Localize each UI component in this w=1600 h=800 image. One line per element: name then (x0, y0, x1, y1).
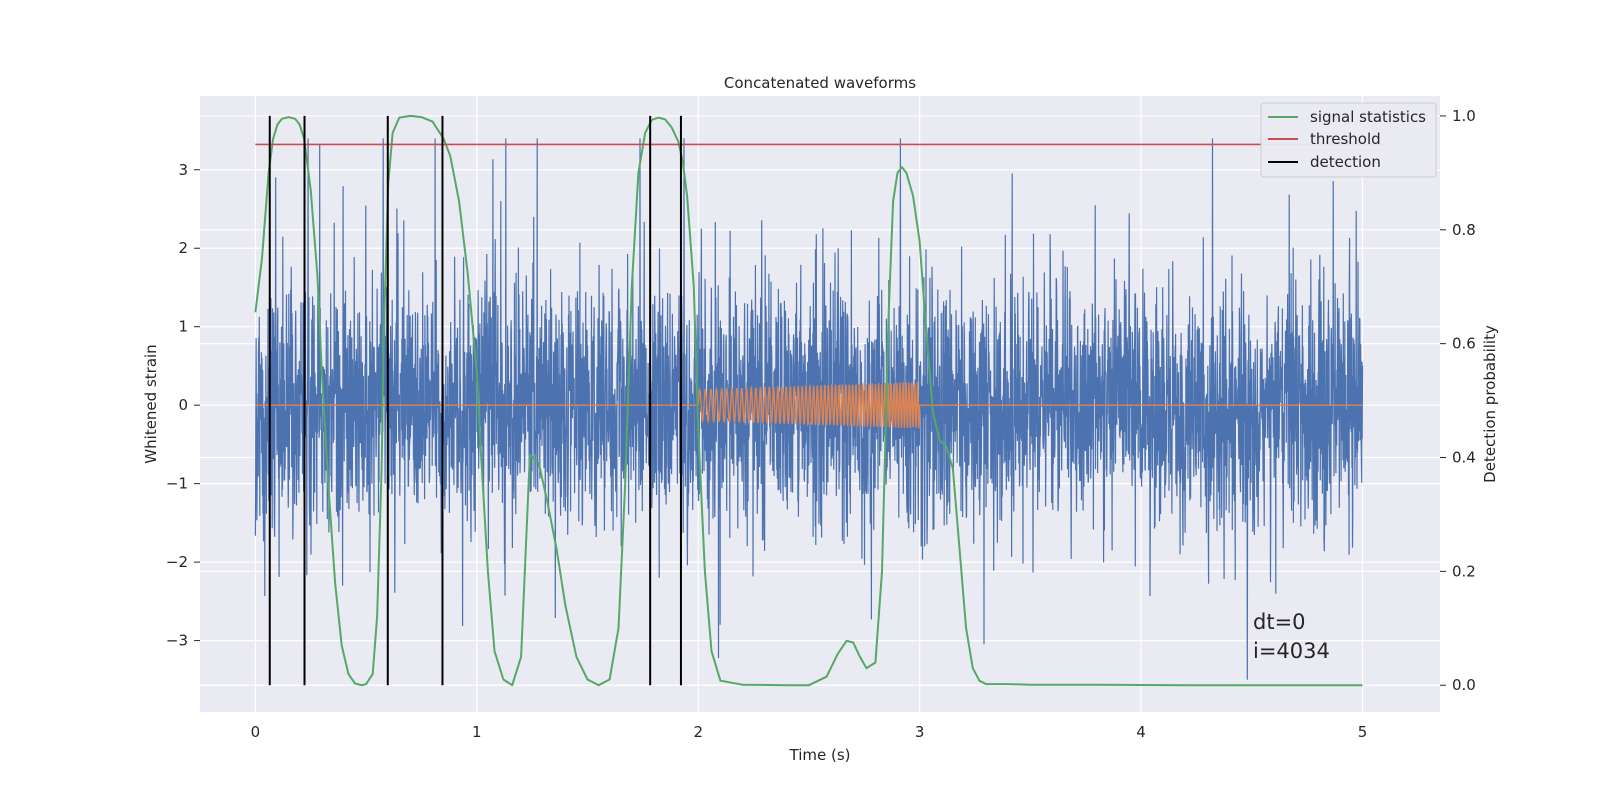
y2-tick-label: 0.6 (1452, 335, 1476, 353)
y-tick-label: 3 (178, 161, 188, 179)
y-tick-label: −1 (166, 475, 188, 493)
y-tick-label: −3 (166, 632, 188, 650)
legend-label-signal-statistics: signal statistics (1310, 108, 1426, 126)
annotation-i: i=4034 (1253, 639, 1330, 663)
y-tick-label: 1 (178, 318, 188, 336)
x-tick-label: 5 (1358, 723, 1368, 741)
x-tick-label: 2 (693, 723, 703, 741)
legend: signal statistics threshold detection (1260, 102, 1437, 178)
x-tick-label: 4 (1136, 723, 1146, 741)
y2-tick-label: 0.0 (1452, 676, 1476, 694)
annotation-dt: dt=0 (1253, 610, 1306, 634)
axis-ticks: 0 1 2 3 4 5 −3 −2 −1 0 1 2 3 0.0 0.2 0.4 0.6 0.8 1.0 (166, 107, 1476, 741)
x-tick-label: 1 (472, 723, 482, 741)
y2-tick-label: 0.2 (1452, 562, 1476, 580)
strain-line (254, 138, 1364, 680)
legend-label-threshold: threshold (1310, 130, 1381, 148)
y2-tick-label: 1.0 (1452, 107, 1476, 125)
signal-statistics-line (254, 114, 1363, 687)
y2-tick-label: 0.4 (1452, 449, 1476, 467)
injected-waveform-series (255, 381, 1363, 429)
y-tick-label: 2 (178, 239, 188, 257)
y-tick-label: −2 (166, 553, 188, 571)
y-axis-label: Whitened strain (142, 344, 160, 463)
x-tick-label: 3 (915, 723, 925, 741)
signal-statistics-series (254, 114, 1363, 687)
y-tick-label: 0 (178, 396, 188, 414)
legend-box (1260, 102, 1437, 178)
waveform-line (255, 381, 1363, 429)
x-tick-label: 0 (251, 723, 261, 741)
legend-label-detection: detection (1310, 153, 1381, 171)
detection-series (268, 115, 682, 686)
whitened-strain-series (254, 138, 1364, 680)
chart-title: Concatenated waveforms (724, 74, 916, 92)
y2-axis-label: Detection probability (1481, 325, 1499, 483)
y2-tick-label: 0.8 (1452, 221, 1476, 239)
x-axis-label: Time (s) (789, 746, 851, 764)
